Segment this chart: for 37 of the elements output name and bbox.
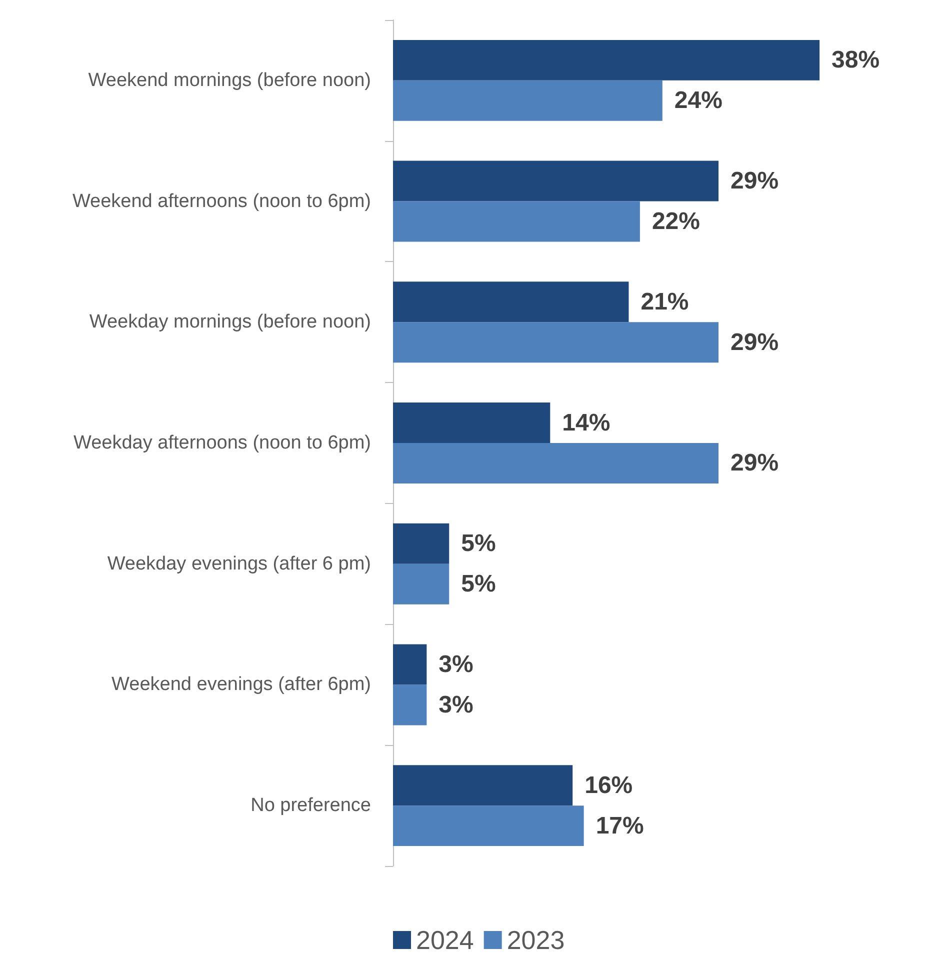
bar: [393, 80, 662, 121]
data-label: 22%: [652, 208, 700, 236]
y-tick-label: Weekend evenings (after 6pm): [112, 674, 371, 696]
data-label: 5%: [461, 570, 496, 598]
data-label: 16%: [584, 772, 633, 799]
y-tick-label: Weekday afternoons (noon to 6pm): [74, 432, 371, 454]
data-label: 14%: [562, 409, 610, 436]
bar: [393, 564, 450, 604]
data-label: 17%: [596, 812, 644, 840]
bar: [393, 806, 584, 846]
bar: [393, 201, 640, 242]
bar: [393, 523, 450, 564]
data-label: 3%: [438, 691, 474, 718]
y-tick-label: No preference: [250, 795, 371, 816]
bar: [393, 684, 427, 726]
y-tick-label: Weekend mornings (before noon): [88, 70, 371, 91]
data-label: 24%: [674, 87, 722, 114]
bar: [393, 402, 550, 443]
data-label: 21%: [640, 288, 689, 316]
bar: [393, 40, 820, 80]
legend-label: 2024: [416, 925, 474, 955]
legend-label: 2023: [506, 925, 565, 955]
y-tick-label: Weekend afternoons (noon to 6pm): [72, 190, 371, 212]
data-label: 29%: [730, 328, 779, 356]
data-label: 5%: [461, 530, 496, 558]
y-tick-label: Weekday mornings (before noon): [89, 312, 371, 333]
data-label: 38%: [832, 46, 880, 74]
bar: [393, 644, 427, 685]
data-label: 29%: [730, 450, 779, 477]
data-label: 29%: [730, 168, 779, 195]
data-label: 3%: [438, 650, 474, 678]
bar: [393, 160, 719, 202]
bar: [393, 443, 719, 484]
y-tick-label: Weekday evenings (after 6 pm): [107, 553, 371, 574]
bar: [393, 322, 719, 363]
bar: [393, 765, 573, 806]
bar: [393, 282, 629, 322]
